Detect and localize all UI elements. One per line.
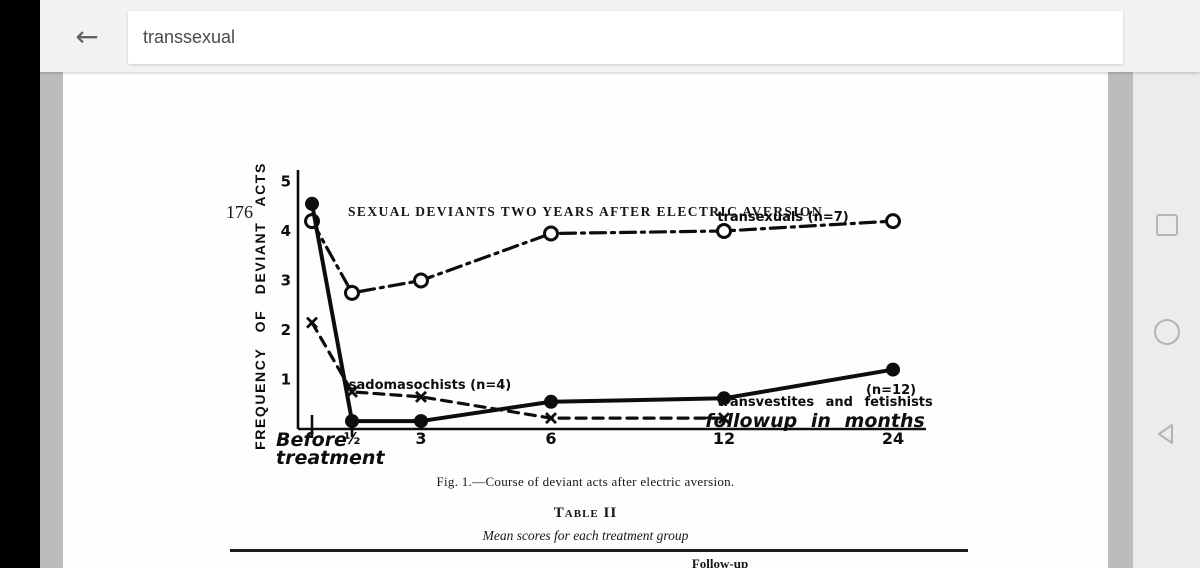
figure-caption: Fig. 1.—Course of deviant acts after ele… (436, 474, 735, 489)
recents-square-icon[interactable] (1145, 203, 1189, 247)
square-glyph (1155, 214, 1178, 236)
back-triangle-icon[interactable] (1145, 412, 1189, 456)
page-number: 176 (226, 202, 253, 222)
circle-glyph (1153, 319, 1180, 345)
document-page[interactable]: 176 SEXUAL DEVIANTS TWO YEARS AFTER ELEC… (63, 72, 1108, 568)
triangle-glyph (1157, 423, 1173, 445)
document-viewer[interactable]: 176 SEXUAL DEVIANTS TWO YEARS AFTER ELEC… (40, 72, 1133, 568)
table-column-header-followup: Follow-up (691, 556, 749, 568)
search-toolbar: ← (40, 0, 1200, 72)
running-title: SEXUAL DEVIANTS TWO YEARS AFTER ELECTRIC… (348, 204, 823, 219)
table-subtitle: Mean scores for each treatment group (482, 528, 689, 543)
back-arrow-icon[interactable]: ← (66, 16, 108, 58)
home-circle-icon[interactable] (1145, 310, 1189, 354)
search-input[interactable] (128, 11, 1123, 64)
android-navbar (1133, 72, 1200, 568)
table-title: Table II (553, 505, 618, 521)
table-top-rule (230, 549, 968, 552)
left-edge-black-bar (0, 0, 40, 568)
search-box[interactable] (128, 11, 1123, 64)
